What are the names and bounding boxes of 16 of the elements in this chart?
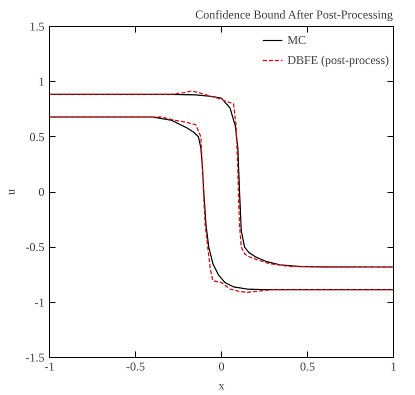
x-tick-label: 1	[390, 360, 396, 374]
x-tick-label: -0.5	[126, 360, 145, 374]
y-axis-title: u	[4, 189, 18, 195]
y-tick-label: 1	[38, 74, 44, 89]
y-tick-label: 0	[38, 185, 44, 199]
y-tick-label: -1.5	[26, 350, 45, 364]
x-tick-label: 0.5	[300, 360, 315, 374]
y-tick-label: 0.5	[30, 130, 44, 144]
legend-label: DBFE (post-process)	[287, 52, 389, 68]
y-tick-label: -0.5	[26, 240, 45, 254]
x-axis-title: x	[218, 378, 224, 392]
chart-title: Confidence Bound After Post-Processing	[195, 8, 393, 22]
y-tick-label: -1	[34, 295, 45, 310]
y-tick-label: 1.5	[30, 20, 44, 34]
legend-label: MC	[287, 32, 308, 48]
x-tick-label: 0	[218, 360, 224, 374]
